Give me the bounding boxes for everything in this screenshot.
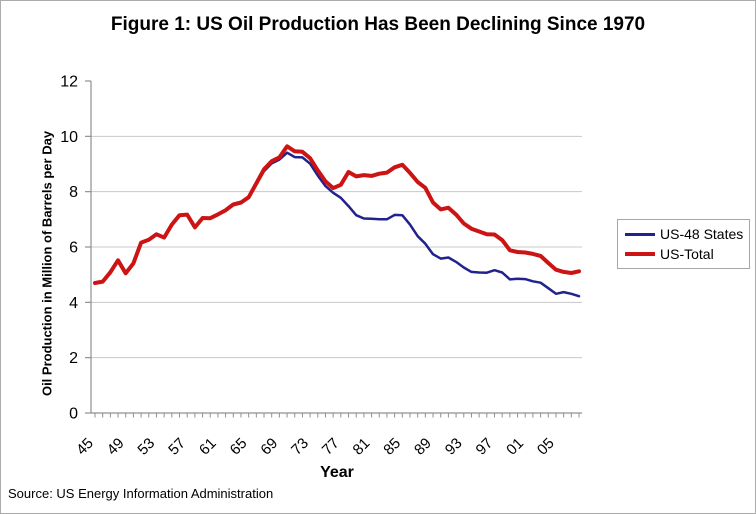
x-tick-label: 49 [104, 435, 128, 459]
x-tick-label: 05 [534, 435, 558, 459]
chart-title: Figure 1: US Oil Production Has Been Dec… [110, 14, 646, 35]
x-tick-label: 01 [503, 435, 527, 459]
x-tick-label: 85 [380, 435, 404, 459]
series-line-us-total [93, 144, 581, 285]
y-axis-title: Oil Production in Million of Barrels per… [39, 130, 55, 397]
chart-legend: US-48 States US-Total [617, 219, 750, 269]
legend-line-swatch-us-total [625, 252, 655, 256]
legend-item-us-total: US-Total [618, 244, 749, 264]
x-tick-label: 53 [134, 435, 158, 459]
x-tick-label: 93 [442, 435, 466, 459]
x-tick-label: 89 [411, 435, 435, 459]
y-tick-label: 10 [60, 129, 78, 146]
legend-line-swatch-us-48-states [625, 232, 655, 236]
y-tick-label: 6 [69, 240, 78, 257]
y-tick-label: 2 [69, 350, 78, 367]
source-note: Source: US Energy Information Administra… [8, 486, 274, 501]
legend-item-us-48-states: US-48 States [618, 224, 749, 244]
x-axis-title: Year [320, 464, 354, 481]
x-tick-label: 65 [227, 435, 251, 459]
x-tick-label: 77 [319, 435, 343, 459]
y-tick-label: 4 [69, 295, 78, 312]
legend-label: US-Total [660, 246, 714, 262]
x-tick-label: 81 [350, 435, 374, 459]
x-tick-label: 73 [288, 435, 312, 459]
x-tick-label: 69 [257, 435, 281, 459]
x-tick-label: 45 [73, 435, 97, 459]
y-tick-label: 0 [69, 406, 78, 423]
x-tick-label: 57 [165, 435, 189, 459]
y-tick-label: 12 [60, 74, 78, 91]
y-tick-label: 8 [69, 184, 78, 201]
series-line-us-48-states [93, 151, 581, 298]
legend-label: US-48 States [660, 226, 744, 242]
x-tick-label: 97 [472, 435, 496, 459]
x-tick-label: 61 [196, 435, 220, 459]
